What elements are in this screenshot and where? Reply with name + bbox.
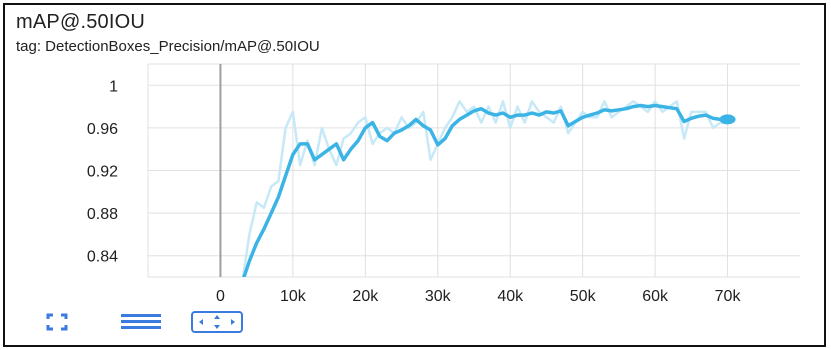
- x-tick-label: 30k: [425, 288, 452, 305]
- toggle-y-log-button[interactable]: [118, 310, 164, 334]
- fullscreen-button[interactable]: [44, 310, 70, 334]
- y-tick-label: 0.92: [87, 164, 118, 181]
- fullscreen-icon: [46, 313, 68, 331]
- scalar-card: mAP@.50IOU tag: DetectionBoxes_Precision…: [3, 3, 826, 347]
- x-tick-label: 50k: [570, 288, 597, 305]
- y-tick-label: 1: [109, 78, 118, 95]
- series-layer: [241, 100, 730, 277]
- card-tag-subtitle: tag: DetectionBoxes_Precision/mAP@.50IOU: [16, 38, 320, 55]
- y-tick-label: 0.88: [87, 206, 118, 223]
- series-line-smoothed: [242, 103, 730, 277]
- toggle-y-log-icon: [121, 314, 161, 329]
- x-tick-label: 60k: [642, 288, 669, 305]
- series-line-raw: [241, 100, 729, 277]
- tick-label-layer: 0.84 0.88 0.92 0.96 1 0 10k 20k 30k 40k 50k 60k 70k: [87, 78, 742, 305]
- card-title: mAP@.50IOU: [16, 11, 146, 33]
- x-tick-label: 0: [216, 288, 225, 305]
- last-point-marker: [719, 114, 736, 125]
- y-tick-label: 0.96: [87, 121, 118, 138]
- grid-layer: [147, 63, 800, 278]
- fit-domain-icon: [191, 311, 243, 333]
- x-tick-label: 40k: [497, 288, 524, 305]
- x-tick-label: 10k: [280, 288, 307, 305]
- x-tick-label: 70k: [715, 288, 742, 305]
- fit-domain-button[interactable]: [189, 310, 245, 334]
- y-tick-label: 0.84: [87, 249, 118, 266]
- x-tick-label: 20k: [352, 288, 379, 305]
